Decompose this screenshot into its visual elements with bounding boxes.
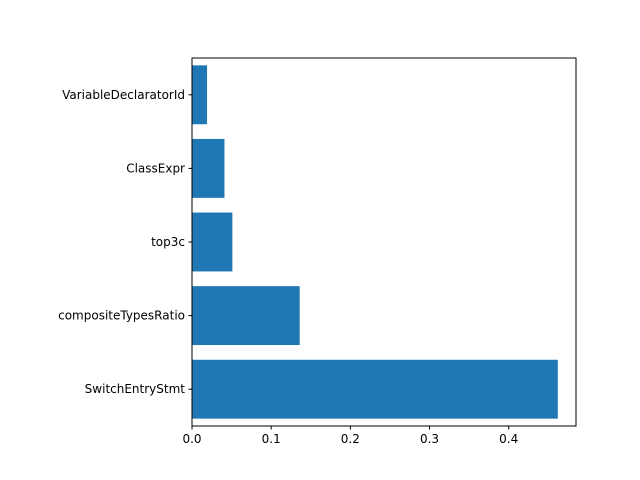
x-tick-label: 0.2 <box>341 432 360 446</box>
y-tick-label: ClassExpr <box>126 161 185 175</box>
x-tick-label: 0.0 <box>182 432 201 446</box>
y-tick-label: SwitchEntryStmt <box>85 382 186 396</box>
bar-ClassExpr <box>192 138 225 198</box>
y-tick-label: compositeTypesRatio <box>58 309 185 323</box>
x-axis-ticks: 0.0 0.1 0.2 0.3 0.4 <box>182 426 518 446</box>
y-axis-ticks: SwitchEntryStmt compositeTypesRatio top3c C… <box>58 88 192 396</box>
x-tick-label: 0.1 <box>262 432 281 446</box>
bar-compositeTypesRatio <box>192 286 300 346</box>
x-tick-label: 0.3 <box>420 432 439 446</box>
x-tick-label: 0.4 <box>499 432 518 446</box>
y-tick-label: VariableDeclaratorId <box>62 88 185 102</box>
y-tick-label: top3c <box>151 235 185 249</box>
bar-VariableDeclaratorId <box>192 65 208 125</box>
bars-group <box>192 65 558 419</box>
axes-frame <box>191 57 577 427</box>
bar-SwitchEntryStmt <box>192 359 558 419</box>
bar-top3c <box>192 212 233 272</box>
